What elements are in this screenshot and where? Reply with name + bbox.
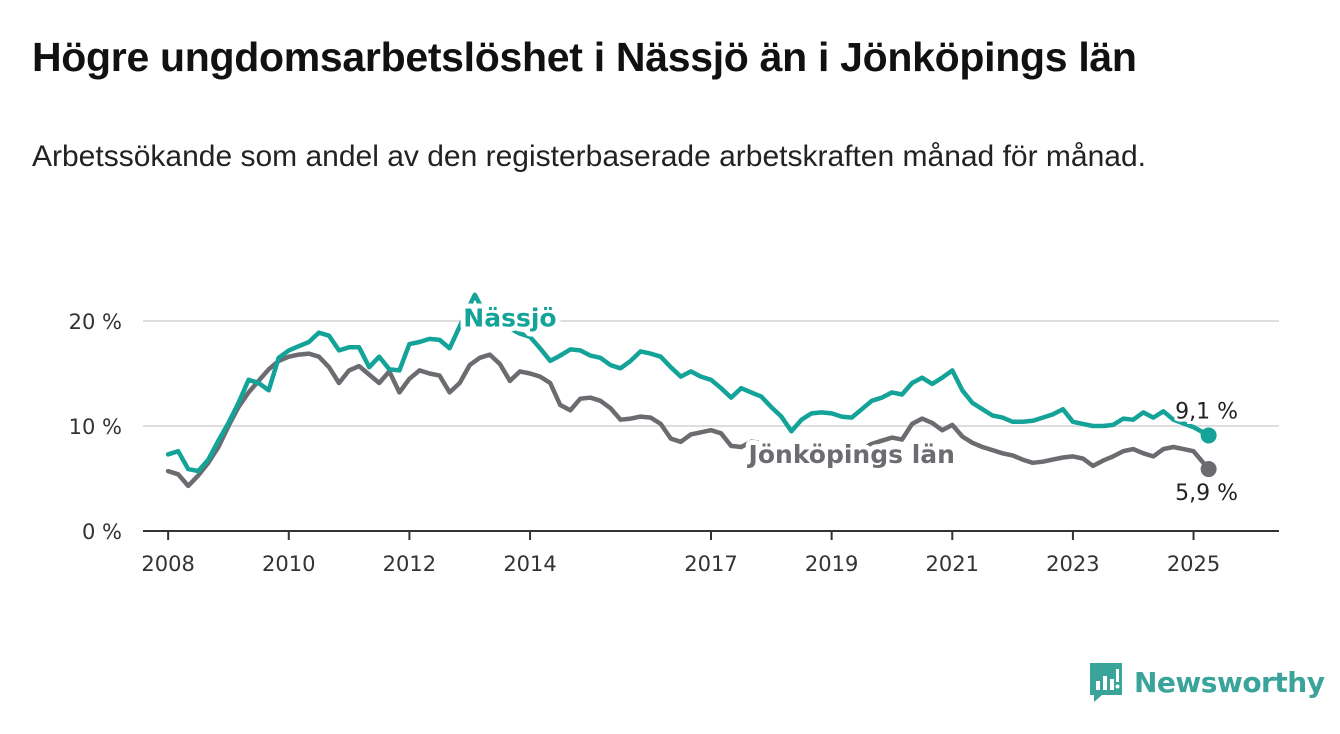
chart-logo-icon [1090,663,1122,702]
end-label-jonkoping: 5,9 % [1175,481,1238,506]
x-tick-label: 2021 [926,552,979,576]
end-label-nassjo: 9,1 % [1175,399,1238,424]
end-point-nassjo [1200,427,1217,444]
chart-subtitle: Arbetssökande som andel av den registerb… [32,140,1146,173]
x-tick-label: 2010 [262,552,315,576]
y-tick-label: 20 % [69,310,122,334]
chart-title: Högre ungdomsarbetslöshet i Nässjö än i … [32,34,1137,80]
x-tick-label: 2012 [383,552,436,576]
y-tick-label: 0 % [82,520,122,544]
x-tick-label: 2008 [141,552,194,576]
end-point-jonkoping [1200,461,1217,478]
x-tick-label: 2014 [503,552,556,576]
series-line-nassjo [165,292,1211,474]
axes: 0 % 10 % 20 % 2008 2010 2012 2014 2017 2019 2021 2… [69,310,1279,576]
brand-name: Newsworthy [1134,665,1325,699]
series-label-jonkoping: Jönköpings län [747,440,955,469]
x-tick-label: 2019 [805,552,858,576]
y-tick-label: 10 % [69,415,122,439]
series-label-nassjo: Nässjö [463,303,556,332]
x-tick-label: 2025 [1167,552,1220,576]
series-line-jonkoping [165,351,1211,489]
series-labels: Nässjö Jönköpings län 9,1 % 5,9 % [458,298,1241,509]
x-tick-label: 2023 [1046,552,1099,576]
brand-logo: Newsworthy [1088,660,1325,704]
series-lines [165,292,1217,489]
x-tick-label: 2017 [684,552,737,576]
